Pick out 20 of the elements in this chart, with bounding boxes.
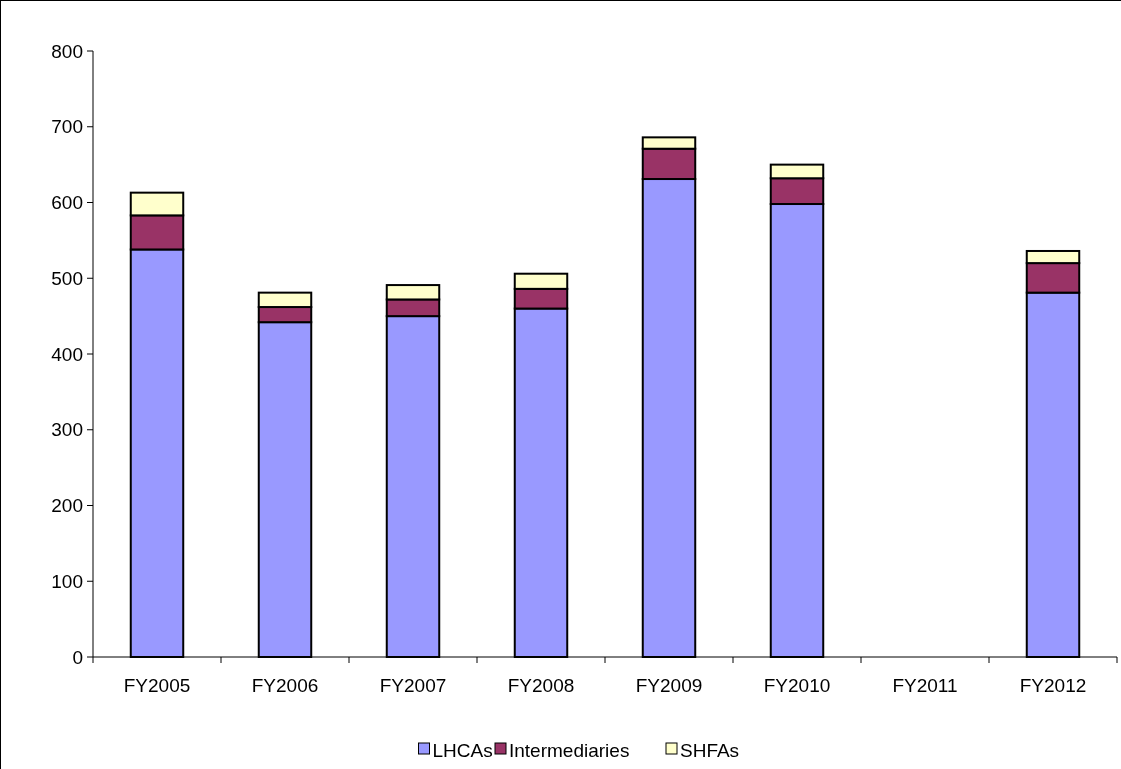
y-tick-label: 800 — [51, 40, 83, 62]
y-tick-label: 700 — [51, 116, 83, 138]
x-tick-label: FY2010 — [763, 675, 831, 696]
legend-label: SHFAs — [680, 739, 740, 761]
y-tick-label: 400 — [51, 343, 83, 365]
legend-label: LHCAs — [432, 739, 493, 761]
x-tick-label: FY2012 — [1019, 675, 1087, 696]
x-tick-label: FY2011 — [892, 675, 958, 696]
legend-label: Intermediaries — [509, 739, 630, 761]
x-tick-label: FY2007 — [379, 675, 447, 696]
y-tick-label: 100 — [51, 570, 83, 592]
y-tick-label: 0 — [72, 646, 83, 668]
x-tick-label: FY2005 — [123, 675, 191, 696]
y-tick-label: 600 — [51, 192, 83, 214]
x-tick-label: FY2006 — [251, 675, 319, 696]
y-tick-label: 200 — [51, 495, 83, 517]
x-tick-label: FY2009 — [635, 675, 703, 696]
x-tick-label: FY2008 — [507, 675, 575, 696]
y-tick-label: 500 — [51, 267, 83, 289]
y-tick-label: 300 — [51, 419, 83, 441]
